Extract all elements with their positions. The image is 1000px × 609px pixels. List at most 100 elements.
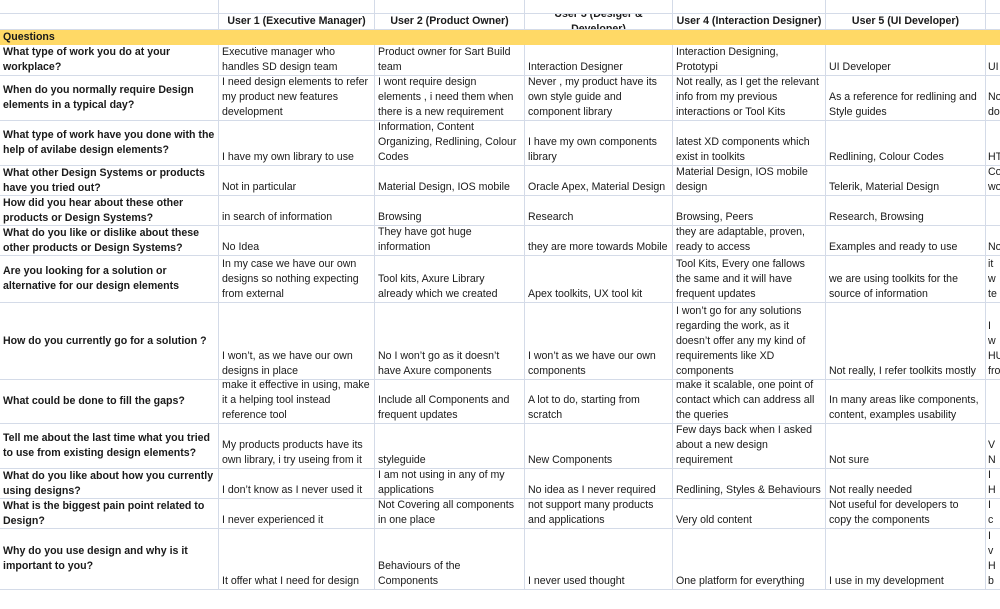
answer-cell[interactable]: Apex toolkits, UX tool kit <box>525 256 673 302</box>
answer-cell[interactable]: not support many products and applicatio… <box>525 499 673 528</box>
answer-cell[interactable]: HT <box>986 121 1000 165</box>
section-label-cell[interactable]: Questions <box>0 30 1000 44</box>
answer-cell[interactable]: Include all Components and frequent upda… <box>375 380 525 423</box>
answer-cell[interactable]: Never , my product have its own style gu… <box>525 76 673 120</box>
answer-cell[interactable]: As a reference for redlining and Style g… <box>826 76 986 120</box>
answer-cell[interactable]: In my case we have our own designs so no… <box>219 256 375 302</box>
answer-cell[interactable]: UI Developer <box>826 45 986 75</box>
answer-cell[interactable]: Few days back when I asked about a new d… <box>673 424 826 468</box>
answer-cell[interactable]: they are more towards Mobile <box>525 226 673 255</box>
answer-cell[interactable]: My products products have its own librar… <box>219 424 375 468</box>
cell[interactable] <box>986 0 1000 13</box>
answer-cell[interactable]: They have got huge information <box>375 226 525 255</box>
column-header[interactable]: User 5 (UI Developer) <box>826 14 986 29</box>
answer-cell[interactable]: Executive manager who handles SD design … <box>219 45 375 75</box>
answer-cell[interactable]: Material Design, IOS mobile <box>375 166 525 195</box>
answer-cell[interactable]: make it scalable, one point of contact w… <box>673 380 826 423</box>
answer-cell[interactable]: One platform for everything <box>673 529 826 589</box>
cell[interactable] <box>0 0 219 13</box>
cell[interactable] <box>673 0 826 13</box>
answer-cell[interactable]: Not really, as I get the relevant info f… <box>673 76 826 120</box>
answer-cell[interactable]: Browsing <box>375 196 525 225</box>
answer-cell[interactable]: styleguide <box>375 424 525 468</box>
column-header[interactable] <box>986 14 1000 29</box>
answer-cell[interactable]: Browsing, Peers <box>673 196 826 225</box>
answer-cell[interactable]: Tool kits, Axure Library already which w… <box>375 256 525 302</box>
answer-cell[interactable]: I have my own library to use <box>219 121 375 165</box>
answer-cell[interactable]: I c <box>986 499 1000 528</box>
answer-cell[interactable]: I have my own components library <box>525 121 673 165</box>
answer-cell[interactable]: we are using toolkits for the source of … <box>826 256 986 302</box>
answer-cell[interactable]: No idea as I never required <box>525 469 673 498</box>
answer-cell[interactable]: Product owner for Sart Build team <box>375 45 525 75</box>
answer-cell[interactable]: No <box>986 226 1000 255</box>
answer-cell[interactable]: Not really, I refer toolkits mostly <box>826 303 986 379</box>
question-cell[interactable]: How did you hear about these other produ… <box>0 196 219 225</box>
column-header[interactable] <box>0 14 219 29</box>
column-header[interactable]: User 1 (Executive Manager) <box>219 14 375 29</box>
answer-cell[interactable]: In many areas like components, content, … <box>826 380 986 423</box>
question-cell[interactable]: What could be done to fill the gaps? <box>0 380 219 423</box>
cell[interactable] <box>219 0 375 13</box>
answer-cell[interactable] <box>986 196 1000 225</box>
answer-cell[interactable]: I won’t as we have our own components <box>525 303 673 379</box>
question-cell[interactable]: What type of work you do at your workpla… <box>0 45 219 75</box>
answer-cell[interactable]: I am not using in any of my applications <box>375 469 525 498</box>
answer-cell[interactable]: Information, Content Organizing, Redlini… <box>375 121 525 165</box>
column-header[interactable]: User 4 (Interaction Designer) <box>673 14 826 29</box>
answer-cell[interactable] <box>986 380 1000 423</box>
question-cell[interactable]: What do you like or dislike about these … <box>0 226 219 255</box>
answer-cell[interactable]: Examples and ready to use <box>826 226 986 255</box>
question-cell[interactable]: Why do you use design and why is it impo… <box>0 529 219 589</box>
answer-cell[interactable]: Interaction Designing, Prototypi <box>673 45 826 75</box>
answer-cell[interactable]: Oracle Apex, Material Design <box>525 166 673 195</box>
question-cell[interactable]: What other Design Systems or products ha… <box>0 166 219 195</box>
question-cell[interactable]: Are you looking for a solution or altern… <box>0 256 219 302</box>
answer-cell[interactable]: Behaviours of the Components <box>375 529 525 589</box>
answer-cell[interactable]: Redlining, Colour Codes <box>826 121 986 165</box>
answer-cell[interactable]: I w HU fro <box>986 303 1000 379</box>
answer-cell[interactable]: A lot to do, starting from scratch <box>525 380 673 423</box>
answer-cell[interactable]: Redlining, Styles & Behaviours <box>673 469 826 498</box>
answer-cell[interactable]: make it effective in using, make it a he… <box>219 380 375 423</box>
answer-cell[interactable]: Not Covering all components in one place <box>375 499 525 528</box>
answer-cell[interactable]: Research, Browsing <box>826 196 986 225</box>
column-header[interactable]: User 3 (Desiger & Developer) <box>525 14 673 29</box>
answer-cell[interactable]: Material Design, IOS mobile design <box>673 166 826 195</box>
cell[interactable] <box>826 0 986 13</box>
answer-cell[interactable]: Very old content <box>673 499 826 528</box>
answer-cell[interactable]: Co wo <box>986 166 1000 195</box>
answer-cell[interactable]: No I won’t go as it doesn’t have Axure c… <box>375 303 525 379</box>
answer-cell[interactable]: Not really needed <box>826 469 986 498</box>
answer-cell[interactable]: No Idea <box>219 226 375 255</box>
answer-cell[interactable]: I use in my development <box>826 529 986 589</box>
column-header[interactable]: User 2 (Product Owner) <box>375 14 525 29</box>
question-cell[interactable]: What is the biggest pain point related t… <box>0 499 219 528</box>
question-cell[interactable]: What do you like about how you currently… <box>0 469 219 498</box>
answer-cell[interactable]: I h it w te <box>986 256 1000 302</box>
answer-cell[interactable]: No do <box>986 76 1000 120</box>
answer-cell[interactable]: I need design elements to refer my produ… <box>219 76 375 120</box>
cell[interactable] <box>375 0 525 13</box>
answer-cell[interactable]: Not in particular <box>219 166 375 195</box>
answer-cell[interactable]: I won’t, as we have our own designs in p… <box>219 303 375 379</box>
answer-cell[interactable]: I v H b <box>986 529 1000 589</box>
answer-cell[interactable]: Research <box>525 196 673 225</box>
answer-cell[interactable]: I won’t go for any solutions regarding t… <box>673 303 826 379</box>
answer-cell[interactable]: I never used thought <box>525 529 673 589</box>
answer-cell[interactable]: Telerik, Material Design <box>826 166 986 195</box>
answer-cell[interactable]: they are adaptable, proven, ready to acc… <box>673 226 826 255</box>
answer-cell[interactable]: in search of information <box>219 196 375 225</box>
answer-cell[interactable]: New Components <box>525 424 673 468</box>
answer-cell[interactable]: I don’t know as I never used it <box>219 469 375 498</box>
cell[interactable] <box>525 0 673 13</box>
answer-cell[interactable]: latest XD components which exist in tool… <box>673 121 826 165</box>
answer-cell[interactable]: Not sure <box>826 424 986 468</box>
question-cell[interactable]: When do you normally require Design elem… <box>0 76 219 120</box>
question-cell[interactable]: What type of work have you done with the… <box>0 121 219 165</box>
answer-cell[interactable]: I never experienced it <box>219 499 375 528</box>
answer-cell[interactable]: V N <box>986 424 1000 468</box>
question-cell[interactable]: How do you currently go for a solution ? <box>0 303 219 379</box>
answer-cell[interactable]: I wont require design elements , i need … <box>375 76 525 120</box>
answer-cell[interactable]: It offer what I need for design <box>219 529 375 589</box>
